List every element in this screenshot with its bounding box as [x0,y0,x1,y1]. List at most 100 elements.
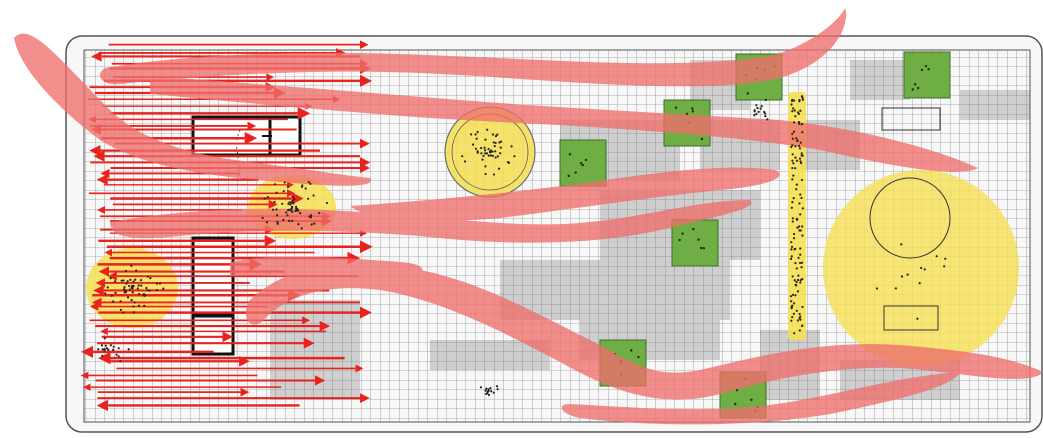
activity-dot [935,255,938,258]
activity-dot [475,137,478,140]
activity-dot [498,141,501,144]
activity-dot [291,195,295,199]
activity-dot [483,149,487,152]
activity-dot [487,154,490,157]
flow-band-middle [110,200,752,243]
activity-dot [795,284,798,287]
activity-dot [287,208,290,212]
activity-dot [484,152,487,155]
activity-dot [107,348,110,351]
activity-dot [480,152,483,155]
activity-dot [276,214,279,217]
activity-dot [115,353,118,356]
activity-dot [795,188,798,191]
activity-dot [130,286,133,289]
activity-dot [484,165,487,168]
activity-dot [120,279,123,282]
activity-dot [261,216,264,220]
activity-dot [113,280,117,283]
activity-dot [793,232,796,236]
activity-dot [289,209,292,212]
activity-dot [791,110,794,113]
activity-dot [286,214,289,217]
activity-dot [484,138,487,141]
activity-dot [496,155,499,158]
activity-dot [313,222,316,225]
activity-dot [132,311,135,314]
activity-dot [124,269,128,273]
flow-band-south-sweep [245,263,1043,400]
activity-dot [492,391,495,394]
activity-dot [801,278,804,281]
activity-dot [281,202,284,205]
activity-dot [276,220,279,224]
activity-dot [288,201,291,204]
activity-dot [287,202,290,205]
activity-dot [490,390,493,393]
activity-dot [482,154,485,157]
activity-dot [795,159,799,162]
activity-dot [791,137,794,140]
activity-dot [486,392,489,395]
activity-dot [789,257,793,261]
activity-dot [122,279,125,282]
building-south-lower [191,314,235,356]
activity-dot [801,234,804,237]
activity-dot [491,150,494,153]
activity-dot [753,109,756,112]
activity-dot [110,294,113,297]
activity-dot [791,159,794,162]
activity-dot [291,210,294,213]
activity-dot [923,268,926,271]
activity-dot [295,209,298,212]
activity-dot [144,293,147,297]
activity-dot [790,99,794,103]
activity-dot [123,286,126,289]
activity-dot [285,211,288,214]
flow-band-diagonal-west [14,33,372,186]
green-planter [559,139,607,187]
activity-dot [801,207,804,210]
flow-band-south-west [230,256,423,279]
activity-dot [155,289,159,292]
activity-dot [131,291,134,294]
activity-dot [485,152,489,155]
activity-dot [799,315,802,318]
activity-dot [798,202,801,205]
activity-dot [792,130,796,133]
activity-dot [470,133,473,136]
activity-dot [795,309,798,312]
activity-dot [138,292,141,296]
activity-dot [273,183,277,186]
activity-dot [489,150,492,153]
activity-dot [766,118,769,121]
activity-dot [793,109,796,112]
activity-dot [792,107,795,110]
activity-dot [793,332,796,335]
activity-dot [496,133,499,136]
activity-dot [484,389,487,392]
activity-dot [101,348,104,351]
activity-dot [103,349,106,352]
activity-dot [487,147,490,151]
activity-dot [790,245,794,248]
activity-dot [491,154,494,157]
activity-dot [292,202,295,205]
activity-dot [759,107,762,110]
activity-dot [128,288,131,291]
activity-dot [155,282,159,285]
activity-dot [801,305,804,309]
activity-dot [109,344,112,347]
activity-dot [485,387,488,390]
activity-dot [791,217,794,220]
activity-dot [753,114,756,117]
activity-dot [127,348,130,351]
activity-dot [800,123,804,126]
activity-dot [764,115,767,118]
activity-dot [798,147,802,150]
activity-dot [492,173,496,176]
activity-dot [493,144,496,148]
activity-dot [299,212,302,215]
